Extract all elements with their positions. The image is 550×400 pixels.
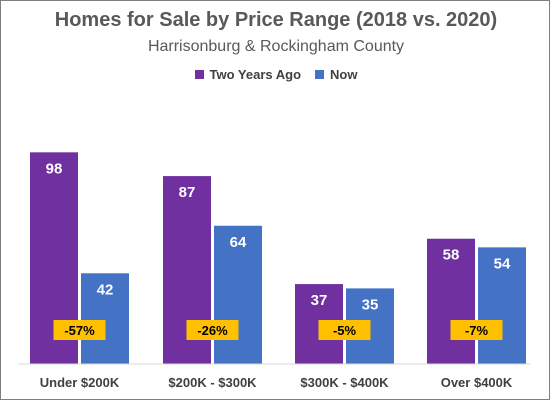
chart-legend: Two Years Ago Now [1, 67, 550, 82]
change-label-200k-300k: -26% [197, 323, 228, 338]
x-tick-label-under-200k: Under $200K [40, 375, 120, 390]
data-label-two-years-ago-under-200k: 98 [46, 160, 63, 177]
data-label-two-years-ago-over-400k: 58 [443, 247, 460, 264]
legend-item-two-years-ago: Two Years Ago [194, 67, 302, 82]
legend-swatch-now [315, 70, 325, 79]
x-tick-label-over-400k: Over $400K [441, 375, 513, 390]
bar-now-200k-300k [214, 225, 262, 364]
legend-label-now: Now [330, 67, 358, 82]
bar-now-under-200k [81, 273, 129, 364]
bar-now-over-400k [478, 247, 526, 364]
change-label-under-200k: -57% [64, 323, 95, 338]
change-label-300k-400k: -5% [333, 323, 357, 338]
x-tick-label-200k-300k: $200K - $300K [168, 375, 257, 390]
legend-label-two-years-ago: Two Years Ago [209, 67, 302, 82]
change-badge-over-400k [450, 320, 503, 340]
data-label-now-under-200k: 42 [97, 281, 114, 298]
change-label-over-400k: -7% [465, 323, 489, 338]
data-label-two-years-ago-200k-300k: 87 [179, 184, 196, 201]
data-label-now-200k-300k: 64 [230, 234, 247, 251]
change-badge-300k-400k [318, 320, 371, 340]
chart-subtitle: Harrisonburg & Rockingham County [147, 38, 405, 55]
chart-title: Homes for Sale by Price Range (2018 vs. … [54, 9, 498, 31]
data-label-now-over-400k: 54 [494, 255, 511, 272]
legend-swatch-two-years-ago [194, 70, 204, 79]
legend-item-now: Now [315, 67, 357, 82]
bar-two-years-ago-over-400k [427, 238, 475, 364]
x-tick-label-300k-400k: $300K - $400K [300, 375, 389, 390]
data-label-now-300k-400k: 35 [362, 296, 379, 313]
change-badge-under-200k [53, 320, 106, 340]
data-label-two-years-ago-300k-400k: 37 [311, 292, 328, 309]
change-badge-200k-300k [186, 320, 239, 340]
